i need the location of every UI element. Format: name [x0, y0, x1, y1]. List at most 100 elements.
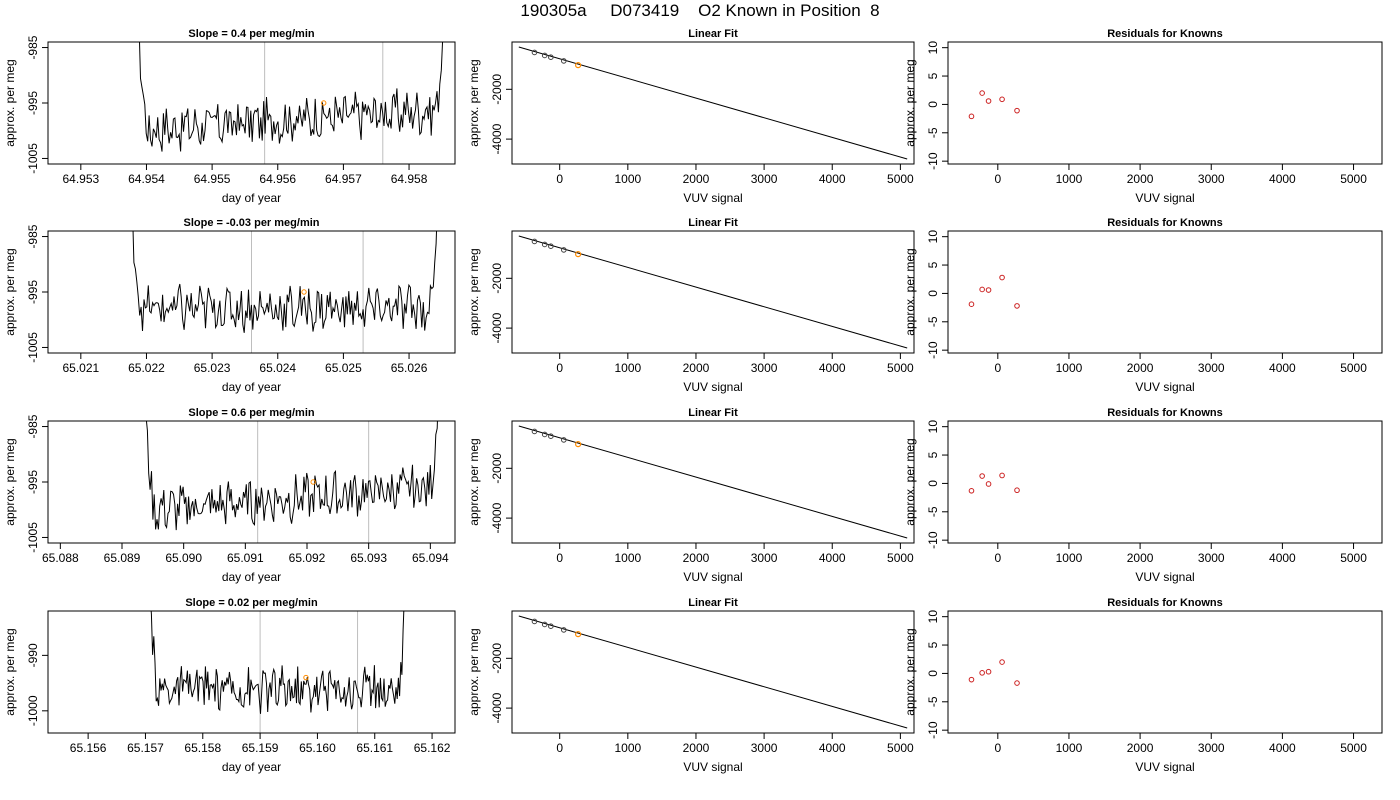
plot-area: [968, 659, 1020, 686]
panel-2-2: Linear Fit VUV signal approx. per meg 0 1000…: [467, 217, 915, 394]
y-tick-label: -4000: [490, 312, 504, 343]
x-tick-label: 0: [994, 551, 1001, 565]
x-tick-label: 65.093: [350, 551, 387, 565]
y-tick-label: -995: [26, 91, 40, 115]
residual-point: [1014, 303, 1020, 309]
x-tick-label: 3000: [751, 741, 778, 755]
panel-title: Residuals for Knowns: [1107, 28, 1223, 40]
panel-title: Slope = 0.6 per meg/min: [188, 407, 315, 419]
residual-point: [985, 98, 992, 104]
panel-1-3: Residuals for Knowns VUV signal approx. pe…: [903, 28, 1383, 205]
panel-title: Slope = -0.03 per meg/min: [183, 217, 319, 229]
residual-point: [985, 287, 992, 293]
plot-frame: [511, 41, 915, 165]
x-axis-label: VUV signal: [683, 760, 742, 774]
y-axis-label: approx. per meg: [903, 438, 917, 525]
x-tick-label: 65.022: [128, 361, 165, 375]
y-tick-label: 0: [926, 290, 940, 297]
residual-point: [1014, 487, 1020, 494]
panel-4-3: Residuals for Knowns VUV signal approx. pe…: [903, 597, 1383, 774]
plot-area: [518, 46, 908, 160]
residual-point: [999, 274, 1005, 281]
x-tick-label: 0: [994, 361, 1001, 375]
plot-area: [145, 421, 438, 543]
y-tick-label: 0: [926, 670, 940, 677]
residual-point: [1014, 680, 1020, 686]
residual-point: [999, 659, 1005, 665]
x-tick-label: 65.025: [325, 361, 362, 375]
unknown-point: [310, 479, 316, 485]
known-point: [541, 621, 548, 628]
x-axis-label: day of year: [222, 570, 281, 584]
x-tick-label: 3000: [751, 551, 778, 565]
y-axis-label: approx. per meg: [3, 628, 17, 715]
x-tick-label: 1000: [614, 551, 641, 565]
y-tick-label: -10: [926, 152, 940, 170]
y-tick-label: -1005: [26, 522, 40, 553]
y-tick-label: -10: [926, 721, 940, 739]
x-axis-label: VUV signal: [683, 380, 742, 394]
x-axis-label: VUV signal: [683, 570, 742, 584]
known-point: [531, 618, 538, 625]
x-tick-label: 0: [994, 172, 1001, 186]
plot-area: [518, 425, 908, 539]
panel-1-2: Linear Fit VUV signal approx. per meg 0 1000…: [467, 28, 915, 205]
y-tick-label: -5: [926, 696, 940, 707]
x-tick-label: 2000: [683, 741, 710, 755]
panel-title: Linear Fit: [688, 597, 738, 609]
x-tick-label: 65.162: [414, 741, 451, 755]
x-tick-label: 65.160: [299, 741, 336, 755]
known-point: [560, 58, 567, 64]
unknown-point: [301, 289, 307, 295]
y-tick-label: -985: [26, 224, 40, 248]
x-axis-label: VUV signal: [1135, 570, 1194, 584]
y-axis-label: approx. per meg: [467, 438, 481, 525]
x-tick-label: 5000: [1340, 172, 1367, 186]
x-axis-label: VUV signal: [683, 191, 742, 205]
unknown-point: [574, 631, 582, 638]
y-tick-label: -4000: [490, 502, 504, 533]
data-trace: [132, 231, 438, 333]
y-tick-label: -985: [26, 414, 40, 438]
plot-frame: [47, 420, 456, 544]
data-trace: [150, 611, 405, 714]
x-tick-label: 5000: [887, 361, 914, 375]
x-tick-label: 5000: [887, 741, 914, 755]
known-point: [560, 437, 567, 443]
x-tick-label: 65.094: [412, 551, 449, 565]
residual-point: [968, 676, 975, 683]
y-tick-label: -985: [26, 35, 40, 59]
x-axis-label: VUV signal: [1135, 760, 1194, 774]
x-tick-label: 2000: [683, 172, 710, 186]
y-tick-label: -10: [926, 341, 940, 359]
plot-frame: [47, 41, 456, 165]
panel-title: Linear Fit: [688, 28, 738, 40]
unknown-point: [574, 251, 582, 258]
y-tick-label: -1000: [26, 695, 40, 726]
x-tick-label: 0: [556, 741, 563, 755]
y-tick-label: -2000: [490, 453, 504, 484]
y-tick-label: 10: [926, 610, 940, 624]
x-tick-label: 1000: [1056, 361, 1083, 375]
plot-frame: [947, 610, 1383, 734]
x-tick-label: 1000: [614, 741, 641, 755]
y-tick-label: -1005: [26, 332, 40, 363]
x-tick-label: 0: [556, 172, 563, 186]
x-tick-label: 3000: [751, 172, 778, 186]
x-tick-label: 65.158: [184, 741, 221, 755]
panel-title: Residuals for Knowns: [1107, 597, 1223, 609]
x-tick-label: 64.957: [325, 172, 362, 186]
y-tick-label: 10: [926, 230, 940, 244]
x-tick-label: 65.156: [70, 741, 107, 755]
x-tick-label: 64.956: [259, 172, 296, 186]
residual-point: [999, 472, 1005, 479]
y-tick-label: 5: [926, 451, 940, 458]
plot-frame: [947, 420, 1383, 544]
panel-2-1: Slope = -0.03 per meg/min day of year appr…: [3, 217, 456, 394]
x-axis-label: day of year: [222, 380, 281, 394]
x-tick-label: 1000: [1056, 741, 1083, 755]
x-tick-label: 64.954: [128, 172, 165, 186]
plot-area: [139, 42, 444, 164]
panel-4-2: Linear Fit VUV signal approx. per meg 0 1000…: [467, 597, 915, 774]
panel-1-1: Slope = 0.4 per meg/min day of year approx…: [3, 28, 456, 205]
